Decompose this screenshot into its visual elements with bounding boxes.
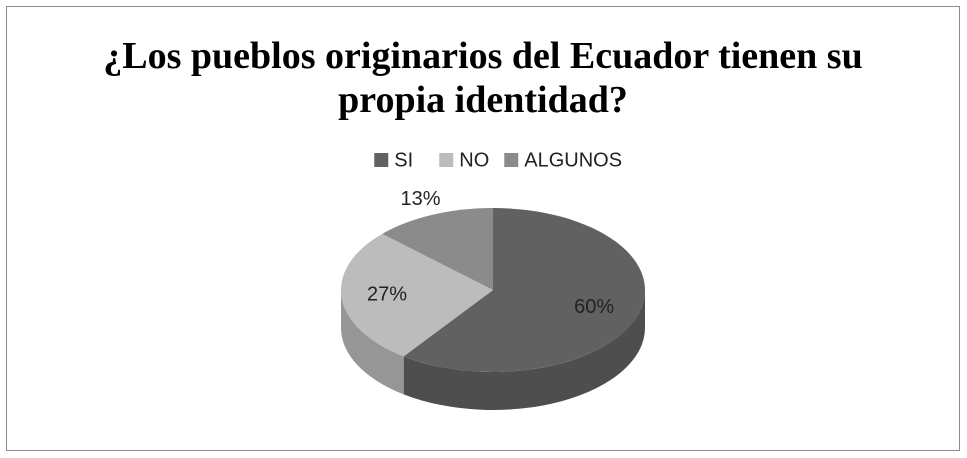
pie-side — [403, 290, 645, 410]
pie-slice — [341, 233, 493, 357]
data-label: 27% — [367, 284, 407, 306]
legend-swatch — [504, 153, 519, 167]
legend-swatch — [439, 153, 454, 167]
pie-slice — [403, 207, 646, 373]
pie-slice — [382, 208, 493, 290]
data-label: 13% — [401, 188, 441, 210]
chart-title: ¿Los pueblos originarios del Ecuador tie… — [103, 35, 863, 121]
data-label: 60% — [574, 296, 614, 318]
pie-side — [341, 290, 404, 395]
legend-swatch — [374, 153, 389, 167]
legend-label: SI — [394, 149, 413, 171]
legend-label: ALGUNOS — [524, 149, 622, 171]
legend-label: NO — [459, 149, 489, 171]
